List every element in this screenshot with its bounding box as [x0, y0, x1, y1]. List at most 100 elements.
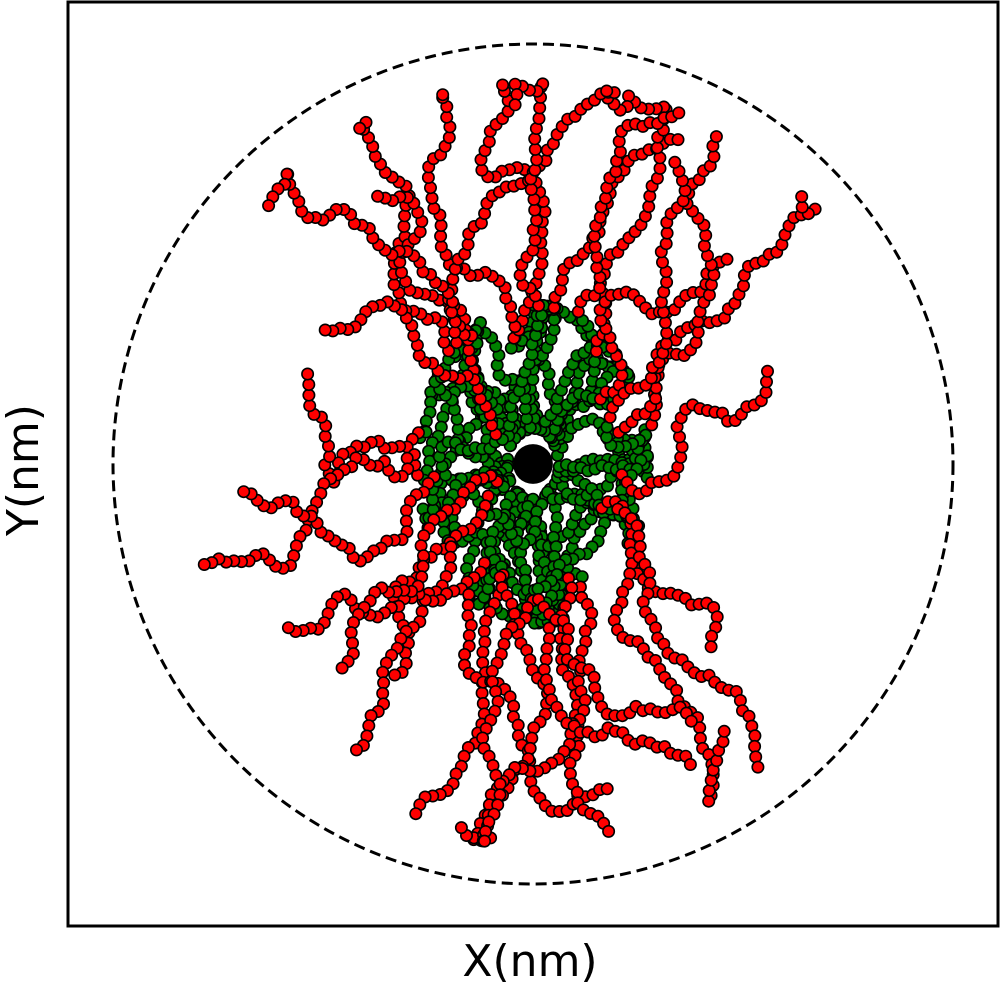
outer-bead — [528, 203, 542, 217]
outer-bead — [281, 621, 295, 635]
outer-bead — [345, 636, 359, 650]
outer-bead — [478, 635, 492, 649]
outer-bead — [705, 629, 719, 643]
outer-bead — [409, 807, 423, 821]
outer-bead — [609, 165, 623, 179]
outer-bead — [589, 344, 603, 358]
outer-bead — [462, 628, 476, 642]
outer-bead — [599, 191, 613, 205]
outer-bead — [633, 539, 647, 553]
outer-bead — [588, 240, 602, 254]
inner-bead — [587, 355, 601, 369]
outer-bead — [525, 731, 539, 745]
outer-bead — [642, 200, 656, 214]
outer-bead — [416, 549, 430, 563]
outer-bead — [683, 757, 697, 771]
boundary-circle — [111, 42, 955, 886]
outer-bead — [587, 670, 601, 684]
outer-bead — [602, 824, 616, 838]
outer-bead — [496, 78, 510, 92]
outer-bead — [659, 237, 673, 251]
outer-bead — [632, 529, 646, 543]
outer-bead — [707, 150, 721, 164]
outer-bead — [318, 323, 332, 337]
outer-bead — [554, 283, 568, 297]
outer-bead — [616, 585, 630, 599]
outer-bead — [697, 239, 711, 253]
outer-bead — [540, 642, 554, 656]
outer-bead — [590, 261, 604, 275]
outer-bead — [462, 343, 476, 357]
outer-bead — [660, 326, 674, 340]
outer-bead — [736, 279, 750, 293]
outer-bead — [613, 145, 627, 159]
outer-bead — [485, 418, 499, 432]
outer-bead — [301, 367, 315, 381]
outer-bead — [643, 576, 657, 590]
outer-bead — [615, 368, 629, 382]
outer-bead — [704, 640, 718, 654]
outer-bead — [643, 566, 657, 580]
outer-bead — [197, 557, 211, 571]
outer-bead — [547, 301, 561, 315]
outer-bead — [397, 219, 411, 233]
outer-bead — [434, 229, 448, 243]
outer-bead — [668, 155, 682, 169]
outer-bead — [760, 364, 774, 378]
outer-bead — [407, 329, 421, 343]
outer-bead — [485, 664, 499, 678]
outer-bead — [507, 699, 521, 713]
outer-bead — [493, 777, 507, 791]
outer-bead — [398, 209, 412, 223]
outer-bead — [524, 183, 538, 197]
outer-bead — [670, 683, 684, 697]
outer-bead — [702, 794, 716, 808]
outer-bead — [622, 89, 636, 103]
outer-bead — [587, 229, 601, 243]
x-axis-label: X(nm) — [462, 936, 598, 987]
outer-bead — [458, 647, 472, 661]
outer-bead — [528, 233, 542, 247]
outer-bead — [672, 106, 686, 120]
outer-bead — [709, 130, 723, 144]
outer-bead — [437, 335, 451, 349]
outer-bead — [427, 201, 441, 215]
outer-bead — [302, 388, 316, 402]
outer-bead — [748, 729, 762, 743]
outer-bead — [699, 228, 713, 242]
outer-bead — [434, 240, 448, 254]
outer-bead — [262, 199, 276, 213]
outer-bead — [387, 278, 401, 292]
inner-bead — [531, 582, 545, 596]
axes-frame — [66, 0, 1000, 928]
outer-bead — [505, 310, 519, 324]
outer-bead — [318, 429, 332, 443]
outer-bead — [684, 714, 698, 728]
outer-bead — [630, 519, 644, 533]
outer-bead — [561, 622, 575, 636]
outer-bead — [795, 190, 809, 204]
y-axis-label: Y(nm) — [0, 404, 49, 536]
outer-bead — [676, 194, 690, 208]
outer-bead — [565, 581, 579, 595]
outer-bead — [376, 665, 390, 679]
outer-bead — [691, 325, 705, 339]
outer-bead — [323, 449, 337, 463]
outer-bead — [482, 135, 496, 149]
outer-bead — [585, 606, 599, 620]
outer-bead — [748, 739, 762, 753]
outer-bead — [590, 250, 604, 264]
outer-bead — [445, 305, 459, 319]
outer-bead — [413, 225, 427, 239]
outer-bead — [533, 101, 547, 115]
outer-bead — [530, 153, 544, 167]
outer-bead — [400, 451, 414, 465]
outer-bead — [344, 626, 358, 640]
outer-bead — [671, 133, 685, 147]
outer-bead — [464, 354, 478, 368]
outer-bead — [464, 618, 478, 632]
outer-bead — [349, 743, 363, 757]
outer-bead — [454, 821, 468, 835]
